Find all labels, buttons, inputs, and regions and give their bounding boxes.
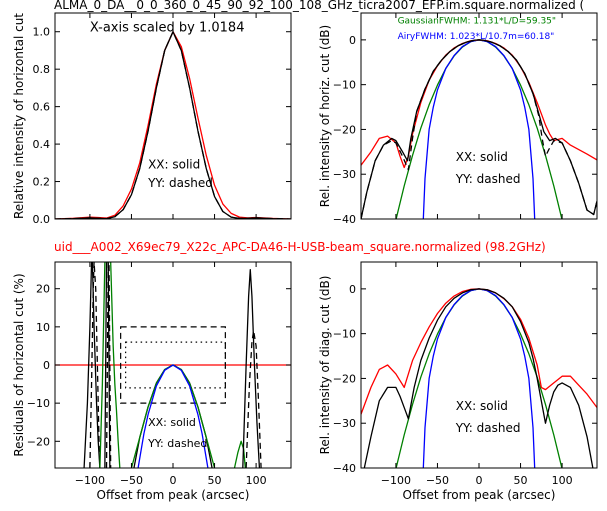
chart-bl-series-0	[83, 262, 101, 468]
chart-bl-annotation-1: YY: dashed	[147, 437, 207, 450]
figure-title-top: ALMA_0_DA__0_0_360_0_45_90_92_100_108_GH…	[54, 0, 584, 12]
chart-bl-series-1	[89, 262, 101, 468]
chart-br-frame	[360, 261, 598, 469]
chart-br-annotation-0: XX: solid	[456, 399, 508, 413]
chart-bl-xtick-label-4: 100	[246, 474, 267, 487]
chart-bl-xlabel: Offset from peak (arcsec)	[97, 488, 250, 502]
chart-tl-series-1	[55, 31, 291, 219]
chart-bl-ytick-label-0: −20	[27, 435, 50, 448]
chart-tl-series-0	[55, 31, 291, 219]
chart-tl-annotation-2: YY: dashed	[147, 176, 213, 190]
chart-bl-annotation-0: XX: solid	[148, 416, 196, 429]
chart-br-ytick-label-3: −10	[333, 328, 356, 341]
chart-tl-plot-area	[55, 31, 291, 219]
chart-tr-annotation-3: YY: dashed	[455, 172, 521, 186]
chart-tl-ytick-label-3: 0.6	[33, 101, 51, 114]
figure-title-mid: uid___A002_X69ec79_X22c_APC-DA46-H-USB-b…	[54, 240, 546, 254]
chart-bl-xtick-label-2: 0	[170, 474, 177, 487]
chart-br-xtick-label-0: −100	[381, 474, 411, 487]
chart-tl-ytick-label-1: 0.2	[33, 176, 51, 189]
chart-br-xtick-label-3: 50	[514, 474, 528, 487]
chart-tr-ytick-label-0: −40	[333, 213, 356, 226]
chart-bl-ytick-label-1: −10	[27, 397, 50, 410]
panel-top-left: X-axis scaled by 1.0184 XX: solid YY: dash…	[12, 12, 292, 226]
chart-br-series-3	[363, 288, 594, 468]
chart-tl-annotation-1: XX: solid	[148, 157, 200, 171]
chart-tr-series-4	[361, 39, 597, 219]
panel-top-right: GaussianFWHM: 1.131*L/D=59.35" AiryFWHM: …	[318, 12, 598, 226]
chart-br-xlabel: Offset from peak (arcsec)	[403, 488, 556, 502]
chart-br-ytick-label-0: −40	[333, 462, 356, 475]
chart-tl-ytick-label-4: 0.8	[33, 63, 51, 76]
chart-br-plot-area	[361, 288, 597, 468]
chart-tr-series-2	[361, 39, 597, 169]
chart-br-ytick-label-4: 0	[349, 283, 356, 296]
chart-br-ylabel: Rel. intensity of diag. cut (dB)	[318, 276, 332, 455]
chart-br-ytick-label-1: −30	[333, 417, 356, 430]
chart-br-ytick-label-2: −20	[333, 372, 356, 385]
chart-tl-ytick-label-5: 1.0	[33, 26, 51, 39]
chart-tl-ytick-label-0: 0.0	[33, 213, 51, 226]
chart-bl-series-8	[233, 440, 246, 468]
chart-br-series-2	[361, 288, 597, 415]
chart-tl-annotation-0: X-axis scaled by 1.0184	[90, 21, 245, 36]
chart-bl-ytick-label-3: 10	[36, 321, 50, 334]
chart-tl-series-2	[55, 31, 291, 219]
chart-tr-ytick-label-1: −30	[333, 168, 356, 181]
chart-br-xtick-label-2: 0	[476, 474, 483, 487]
chart-bl-box-1	[125, 341, 226, 389]
chart-bl-ytick-label-2: 0	[43, 359, 50, 372]
chart-br-xtick-label-4: 100	[552, 474, 573, 487]
chart-br-annotation-1: YY: dashed	[455, 421, 521, 435]
chart-tl-ylabel: Relative intensity of horizontal cut	[12, 13, 26, 219]
chart-tl-ytick-label-2: 0.4	[33, 138, 51, 151]
chart-bl-series-10	[245, 330, 262, 468]
chart-tr-ytick-label-3: −10	[333, 79, 356, 92]
chart-bl-ylabel: Residuals of horizontal cut (%)	[12, 273, 26, 456]
chart-bl-xtick-label-3: 50	[208, 474, 222, 487]
chart-tr-series-3	[361, 39, 597, 219]
chart-tr-annotation-0: GaussianFWHM: 1.131*L/D=59.35"	[398, 17, 556, 27]
chart-bl-ytick-label-4: 20	[36, 283, 50, 296]
chart-bl-series-4	[99, 262, 121, 468]
chart-bl-series-3	[105, 262, 112, 468]
chart-bl-plot-area	[55, 262, 291, 468]
chart-bl-xtick-label-1: −50	[120, 474, 143, 487]
chart-bl-series-2	[104, 262, 111, 468]
chart-tr-ytick-label-2: −20	[333, 123, 356, 136]
chart-bl-box-0	[120, 326, 226, 404]
chart-tr-annotation-2: XX: solid	[456, 150, 508, 164]
chart-tr-annotation-1: AiryFWHM: 1.023*L/10.7m=60.18"	[398, 32, 555, 42]
chart-br-xtick-label-1: −50	[426, 474, 449, 487]
chart-tr-series-1	[422, 39, 536, 219]
chart-bl-series-7	[137, 364, 209, 468]
chart-tr-ytick-label-4: 0	[349, 34, 356, 47]
chart-bl-xtick-label-0: −100	[75, 474, 105, 487]
chart-tr-series-0	[395, 39, 563, 219]
chart-bl-series-9	[242, 268, 261, 468]
chart-tr-plot-area	[361, 39, 597, 219]
chart-tr-ylabel: Rel. intensity of horiz. cut (dB)	[318, 25, 332, 207]
chart-tr-frame	[360, 12, 598, 220]
